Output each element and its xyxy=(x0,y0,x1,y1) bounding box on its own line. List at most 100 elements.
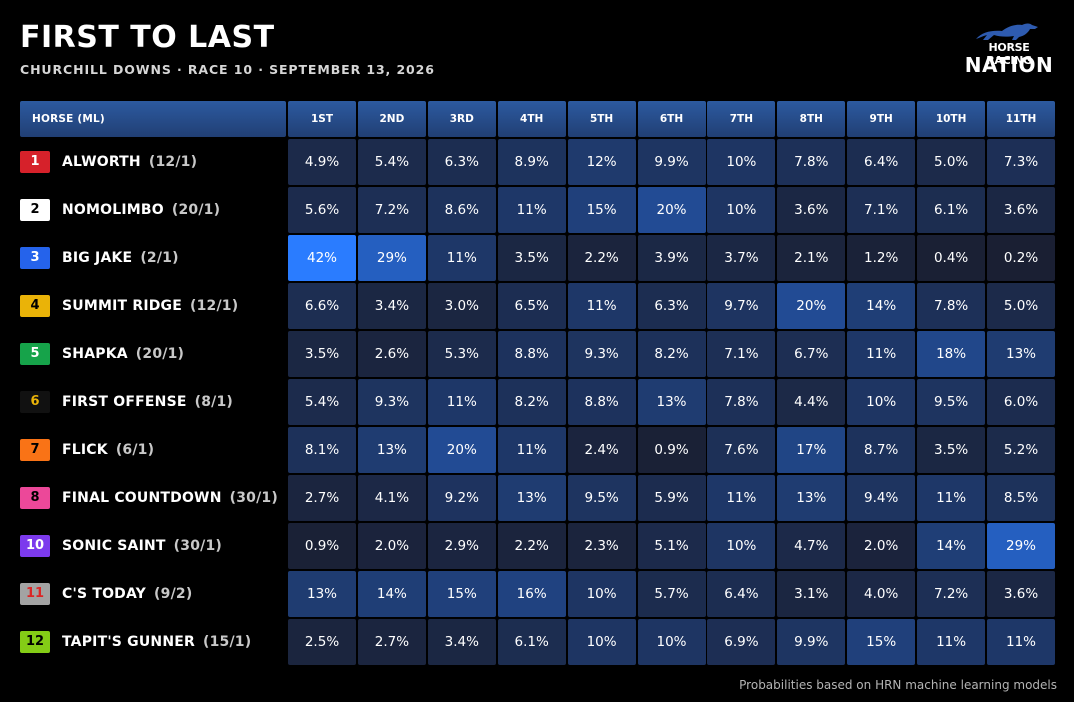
probability-cell: 5.0% xyxy=(987,283,1055,329)
column-header-8th: 8TH xyxy=(777,101,846,137)
probability-cell: 13% xyxy=(497,475,566,521)
probability-cell: 2.7% xyxy=(288,475,356,521)
column-header-3rd: 3RD xyxy=(427,101,496,137)
horse-row-label: 3 BIG JAKE (2/1) xyxy=(20,235,286,281)
probability-cell: 3.6% xyxy=(987,187,1055,233)
probability-cell: 0.2% xyxy=(987,235,1055,281)
probability-cell: 3.5% xyxy=(497,235,566,281)
morning-line-odds: (30/1) xyxy=(229,490,278,506)
horse-row-label: 11 C'S TODAY (9/2) xyxy=(20,571,286,617)
horse-name-text: FIRST OFFENSE xyxy=(62,394,187,410)
probability-cell: 7.8% xyxy=(917,283,986,329)
morning-line-odds: (12/1) xyxy=(148,154,198,170)
morning-line-odds: (2/1) xyxy=(140,250,179,266)
probability-cell: 4.0% xyxy=(847,571,916,617)
probability-cell: 9.7% xyxy=(707,283,776,329)
probability-cell: 5.3% xyxy=(427,331,496,377)
probability-cell: 14% xyxy=(847,283,916,329)
probability-cell: 11% xyxy=(987,619,1055,665)
column-header-1st: 1ST xyxy=(288,101,356,137)
probability-cell: 7.1% xyxy=(847,187,916,233)
post-position-badge: 2 xyxy=(20,199,50,221)
probability-cell: 3.5% xyxy=(917,427,986,473)
probability-cell: 10% xyxy=(707,139,776,185)
morning-line-odds: (15/1) xyxy=(203,634,252,650)
page-title: FIRST TO LAST xyxy=(20,20,275,55)
horse-racing-icon xyxy=(976,23,1038,40)
horse-row-label: 8 FINAL COUNTDOWN (30/1) xyxy=(20,475,286,521)
probability-cell: 8.2% xyxy=(637,331,706,377)
post-position-badge: 12 xyxy=(20,631,50,653)
probability-cell: 5.4% xyxy=(288,379,356,425)
probability-cell: 11% xyxy=(917,619,986,665)
probability-cell: 15% xyxy=(847,619,916,665)
post-position-badge: 8 xyxy=(20,487,50,509)
post-position-badge: 11 xyxy=(20,583,50,605)
column-header-11th: 11TH xyxy=(987,101,1055,137)
probability-cell: 11% xyxy=(427,379,496,425)
probability-cell: 20% xyxy=(637,187,706,233)
probability-cell: 7.6% xyxy=(707,427,776,473)
morning-line-odds: (20/1) xyxy=(171,202,221,218)
probability-cell: 2.9% xyxy=(427,523,496,569)
probability-cell: 13% xyxy=(777,475,846,521)
horse-name-text: TAPIT'S GUNNER xyxy=(62,634,195,650)
probability-cell: 6.1% xyxy=(917,187,986,233)
post-position-badge: 6 xyxy=(20,391,50,413)
probability-cell: 9.9% xyxy=(637,139,706,185)
probability-cell: 9.2% xyxy=(427,475,496,521)
probability-cell: 11% xyxy=(567,283,636,329)
probability-cell: 3.0% xyxy=(427,283,496,329)
probability-cell: 20% xyxy=(427,427,496,473)
horse-column-header: HORSE (ML) xyxy=(20,101,286,137)
horse-row-label: 5 SHAPKA (20/1) xyxy=(20,331,286,377)
horse-name-text: FINAL COUNTDOWN xyxy=(62,490,222,506)
probability-cell: 8.9% xyxy=(497,139,566,185)
post-position-badge: 5 xyxy=(20,343,50,365)
column-header-4th: 4TH xyxy=(497,101,566,137)
probability-cell: 5.7% xyxy=(637,571,706,617)
probability-cell: 7.2% xyxy=(357,187,426,233)
probability-cell: 15% xyxy=(427,571,496,617)
horse-name: FLICK (6/1) xyxy=(62,427,154,473)
probability-cell: 9.5% xyxy=(567,475,636,521)
probability-cell: 3.4% xyxy=(357,283,426,329)
probability-cell: 0.4% xyxy=(917,235,986,281)
probability-cell: 10% xyxy=(637,619,706,665)
probability-cell: 2.6% xyxy=(357,331,426,377)
horse-name-text: ALWORTH xyxy=(62,154,141,170)
probability-cell: 7.8% xyxy=(707,379,776,425)
probability-cell: 0.9% xyxy=(637,427,706,473)
probability-cell: 3.9% xyxy=(637,235,706,281)
horse-name: SUMMIT RIDGE (12/1) xyxy=(62,283,238,329)
probability-cell: 6.5% xyxy=(497,283,566,329)
probability-cell: 2.7% xyxy=(357,619,426,665)
probability-cell: 10% xyxy=(567,619,636,665)
probability-cell: 0.9% xyxy=(288,523,356,569)
probability-cell: 11% xyxy=(497,187,566,233)
probability-cell: 6.3% xyxy=(637,283,706,329)
probability-cell: 12% xyxy=(567,139,636,185)
probability-cell: 3.5% xyxy=(288,331,356,377)
probability-cell: 2.2% xyxy=(567,235,636,281)
probability-cell: 14% xyxy=(917,523,986,569)
morning-line-odds: (20/1) xyxy=(135,346,185,362)
column-header-5th: 5TH xyxy=(567,101,636,137)
horse-row-label: 6 FIRST OFFENSE (8/1) xyxy=(20,379,286,425)
probability-cell: 9.3% xyxy=(357,379,426,425)
probability-cell: 6.6% xyxy=(288,283,356,329)
probability-cell: 3.7% xyxy=(707,235,776,281)
probability-cell: 11% xyxy=(847,331,916,377)
logo-line-1: HORSE RACING xyxy=(986,41,1032,67)
probability-cell: 4.9% xyxy=(288,139,356,185)
horse-row-label: 4 SUMMIT RIDGE (12/1) xyxy=(20,283,286,329)
probability-cell: 4.1% xyxy=(357,475,426,521)
probability-cell: 6.9% xyxy=(707,619,776,665)
probability-cell: 18% xyxy=(917,331,986,377)
column-header-7th: 7TH xyxy=(707,101,776,137)
probability-cell: 8.6% xyxy=(427,187,496,233)
morning-line-odds: (6/1) xyxy=(115,442,155,458)
column-header-2nd: 2ND xyxy=(357,101,426,137)
probability-cell: 2.0% xyxy=(357,523,426,569)
horse-name: FINAL COUNTDOWN (30/1) xyxy=(62,475,278,521)
